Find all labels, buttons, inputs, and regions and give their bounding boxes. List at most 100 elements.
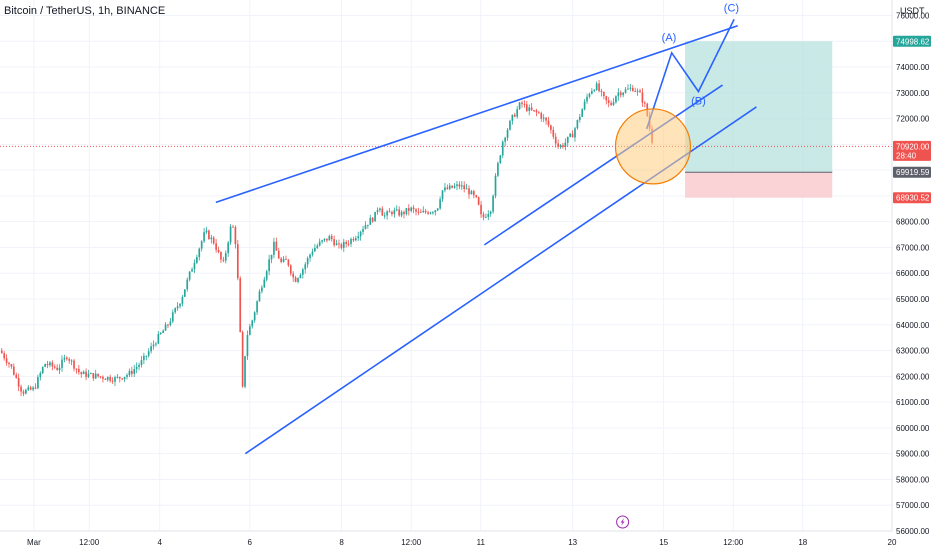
candle-down xyxy=(65,357,68,360)
price-tag-label: 68930.52 xyxy=(896,194,930,203)
candle-up xyxy=(265,271,268,280)
x-tick-label: 20 xyxy=(888,538,897,547)
candle-up xyxy=(263,279,266,288)
trendline xyxy=(215,25,738,204)
candle-up xyxy=(25,389,27,394)
candle-up xyxy=(376,210,379,212)
candle-up xyxy=(114,377,116,382)
candle-down xyxy=(208,230,210,240)
candle-down xyxy=(338,243,340,245)
candle-up xyxy=(629,87,632,89)
candle-down xyxy=(0,350,3,354)
candle-up xyxy=(196,257,198,263)
candle-up xyxy=(188,271,191,280)
candle-down xyxy=(222,259,225,261)
candle-down xyxy=(610,102,612,105)
candle-up xyxy=(400,211,403,216)
candle-up xyxy=(301,269,304,275)
candle-down xyxy=(607,100,610,103)
x-tick-label: 11 xyxy=(477,538,486,547)
candle-up xyxy=(342,241,345,248)
y-tick-label: 62000.00 xyxy=(896,372,930,381)
candle-down xyxy=(415,209,417,212)
candle-up xyxy=(135,366,138,370)
candle-down xyxy=(521,102,523,104)
candle-up xyxy=(70,360,73,362)
candle-up xyxy=(595,83,598,90)
candle-down xyxy=(68,359,71,361)
candle-up xyxy=(350,238,352,244)
candle-down xyxy=(294,277,297,282)
drawings[interactable]: (A) (B) (C) xyxy=(0,3,892,529)
candle-down xyxy=(277,250,280,259)
candle-up xyxy=(434,210,437,213)
candle-up xyxy=(581,109,584,117)
candle-down xyxy=(280,258,283,262)
y-tick-label: 56000.00 xyxy=(896,527,930,536)
time-axis[interactable]: Mar 12:00 4 6 8 12:00 11 13 15 12:00 18 20 xyxy=(0,530,897,547)
candle-down xyxy=(289,265,292,274)
candle-up xyxy=(126,375,128,377)
candle-up xyxy=(249,326,251,336)
candle-up xyxy=(369,217,372,225)
price-axis[interactable]: 76000.0075000.0074000.0073000.0072000.00… xyxy=(891,0,932,550)
candle-up xyxy=(227,242,230,254)
candle-down xyxy=(371,217,374,222)
candle-up xyxy=(193,262,196,270)
candle-up xyxy=(244,356,246,387)
candle-down xyxy=(605,96,608,101)
candle-down xyxy=(600,91,603,93)
candle-up xyxy=(506,129,509,138)
candle-up xyxy=(58,367,61,371)
candle-up xyxy=(49,362,51,366)
candle-down xyxy=(388,211,391,213)
chart-title: Bitcoin / TetherUS, 1h, BINANCE xyxy=(4,5,166,17)
candle-up xyxy=(511,114,514,121)
candle-down xyxy=(403,211,405,215)
candle-down xyxy=(234,227,237,245)
y-tick-label: 72000.00 xyxy=(896,115,930,124)
candle-down xyxy=(109,376,112,381)
candle-up xyxy=(106,376,109,380)
candle-up xyxy=(147,351,150,356)
candle-down xyxy=(523,103,526,105)
candle-down xyxy=(420,211,422,213)
candle-up xyxy=(364,225,367,230)
candle-up xyxy=(501,141,504,156)
price-tag-label: 69919.59 xyxy=(896,168,930,177)
candle-down xyxy=(220,251,222,260)
candle-up xyxy=(210,237,213,240)
x-tick-label: 8 xyxy=(339,538,344,547)
candle-up xyxy=(499,155,502,164)
candle-down xyxy=(424,210,427,213)
candle-down xyxy=(540,113,543,119)
candle-up xyxy=(487,213,490,217)
candle-down xyxy=(477,197,480,205)
candle-up xyxy=(61,359,63,368)
candle-down xyxy=(391,211,393,215)
candle-up xyxy=(314,247,316,252)
candle-up xyxy=(383,215,386,217)
candle-down xyxy=(167,324,169,326)
candle-up xyxy=(485,216,487,218)
candle-down xyxy=(111,380,114,382)
candle-up xyxy=(261,287,263,292)
candle-down xyxy=(22,391,25,394)
candle-down xyxy=(232,226,234,228)
currency-unit: USDT xyxy=(900,6,925,16)
candle-down xyxy=(533,110,535,112)
candle-down xyxy=(451,185,453,188)
candle-up xyxy=(306,258,309,265)
y-tick-label: 61000.00 xyxy=(896,398,930,407)
x-tick-label: 18 xyxy=(798,538,807,547)
wave-label: (C) xyxy=(724,3,739,15)
candle-up xyxy=(63,357,66,360)
y-tick-label: 67000.00 xyxy=(896,243,930,252)
candle-up xyxy=(516,109,519,117)
candle-up xyxy=(123,376,126,380)
candle-up xyxy=(128,370,131,376)
candle-down xyxy=(46,363,49,366)
candle-down xyxy=(130,370,133,374)
candle-up xyxy=(253,312,256,321)
